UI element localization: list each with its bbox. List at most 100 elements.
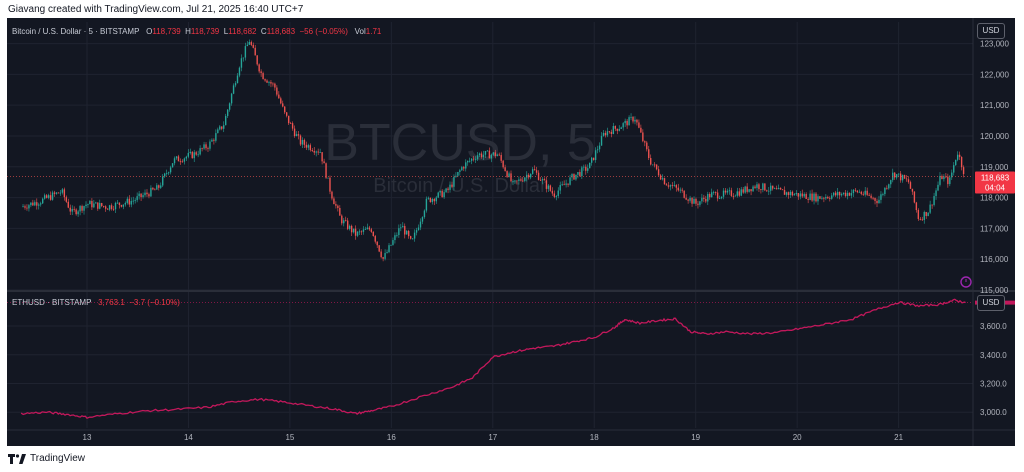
btc-legend[interactable]: Bitcoin / U.S. Dollar · 5 · BITSTAMP O11…	[12, 27, 381, 36]
btc-candle-body	[955, 159, 957, 166]
btc-candle-body	[69, 207, 71, 212]
btc-candle-body	[634, 119, 636, 122]
btc-candle-body	[962, 167, 965, 175]
btc-candle-body	[53, 192, 56, 194]
btc-candle-body	[248, 42, 251, 45]
btc-candle-body	[447, 188, 449, 190]
btc-candle-body	[146, 192, 148, 195]
btc-candle-body	[388, 245, 390, 253]
btc-candle-body	[823, 197, 825, 199]
btc-candle-body	[285, 112, 288, 116]
chart-frame[interactable]	[7, 18, 1015, 446]
footer-brand: TradingView	[30, 453, 86, 464]
btc-candle-body	[402, 226, 404, 228]
btc-candle-body	[51, 192, 54, 200]
btc-candle-body	[234, 83, 237, 86]
btc-candle-body	[205, 144, 207, 149]
btc-candle-body	[925, 211, 927, 216]
btc-candle-body	[130, 201, 132, 205]
btc-candle-body	[553, 193, 556, 197]
btc-candle-body	[834, 192, 837, 196]
btc-candle-body	[303, 139, 306, 145]
btc-candle-body	[457, 171, 459, 176]
btc-candle-body	[956, 154, 959, 160]
btc-candle-body	[949, 177, 951, 185]
btc-candle-body	[99, 203, 101, 209]
btc-candle-body	[858, 191, 861, 193]
btc-currency-button[interactable]: USD	[977, 23, 1005, 39]
btc-candle-body	[665, 184, 668, 186]
btc-candle-body	[291, 123, 294, 129]
btc-candle-body	[697, 203, 699, 205]
btc-candle-body	[209, 141, 211, 149]
btc-candle-body	[118, 202, 121, 206]
btc-candle-body	[518, 179, 520, 181]
btc-candle-body	[350, 225, 353, 233]
btc-candle-body	[750, 189, 752, 192]
alert-clock-icon[interactable]	[960, 276, 972, 288]
btc-candle-body	[337, 205, 339, 208]
btc-candle-body	[781, 189, 784, 191]
btc-candle-body	[226, 109, 229, 117]
btc-candle-body	[400, 227, 402, 229]
btc-candle-body	[215, 133, 217, 141]
btc-candle-body	[520, 179, 522, 181]
btc-candle-body	[827, 196, 829, 199]
btc-candle-body	[860, 191, 862, 194]
btc-candle-body	[722, 190, 725, 197]
btc-candle-body	[799, 193, 801, 197]
btc-y-tick-label: 120,000	[980, 132, 1009, 141]
btc-candle-body	[232, 85, 235, 94]
btc-candle-body	[622, 123, 624, 128]
btc-candle-body	[183, 158, 186, 162]
x-tick-label: 16	[387, 433, 396, 442]
btc-candle-body	[114, 202, 117, 210]
btc-candle-body	[651, 164, 654, 166]
btc-candle-body	[524, 177, 526, 182]
eth-currency-button[interactable]: USD	[977, 295, 1005, 311]
btc-candle-body	[829, 198, 831, 200]
btc-candle-body	[868, 194, 870, 196]
eth-symbol-label[interactable]: ETHUSD · BITSTAMP	[12, 298, 92, 307]
btc-candle-body	[360, 231, 363, 233]
btc-candle-body	[718, 198, 721, 200]
eth-legend[interactable]: ETHUSD · BITSTAMP 3,763.1 −3.7 (−0.10%)	[12, 298, 180, 307]
btc-candle-body	[886, 187, 888, 189]
btc-candle-body	[795, 193, 798, 195]
btc-candle-body	[894, 172, 896, 178]
btc-candle-body	[254, 47, 256, 56]
btc-candle-body	[230, 93, 233, 104]
btc-candle-body	[714, 192, 717, 193]
btc-candle-body	[939, 175, 941, 185]
btc-candle-body	[646, 142, 648, 150]
btc-candle-body	[935, 190, 937, 197]
btc-candle-body	[673, 185, 676, 186]
btc-candle-body	[463, 167, 465, 169]
btc-candle-body	[907, 179, 910, 183]
btc-candle-body	[211, 139, 213, 142]
btc-candle-body	[167, 172, 170, 174]
btc-candle-body	[380, 251, 382, 258]
btc-candle-body	[624, 120, 626, 124]
btc-candle-body	[951, 172, 953, 178]
btc-candle-body	[175, 156, 178, 159]
btc-candle-body	[736, 191, 739, 196]
btc-candle-body	[758, 184, 760, 190]
btc-candle-body	[711, 192, 713, 198]
btc-candle-body	[83, 206, 85, 211]
btc-candle-body	[407, 230, 410, 237]
btc-candle-body	[506, 171, 508, 177]
btc-candle-body	[701, 197, 703, 202]
btc-candle-body	[724, 190, 727, 193]
btc-candle-body	[372, 231, 374, 237]
low-value: 118,682	[228, 27, 257, 36]
btc-candle-body	[449, 184, 451, 190]
btc-candle-body	[238, 67, 241, 76]
btc-candle-body	[699, 201, 701, 205]
btc-candle-body	[600, 135, 603, 146]
btc-candle-body	[207, 148, 209, 149]
btc-candle-body	[411, 238, 414, 240]
btc-candle-body	[89, 201, 91, 205]
btc-symbol-label[interactable]: Bitcoin / U.S. Dollar · 5 · BITSTAMP	[12, 27, 140, 36]
